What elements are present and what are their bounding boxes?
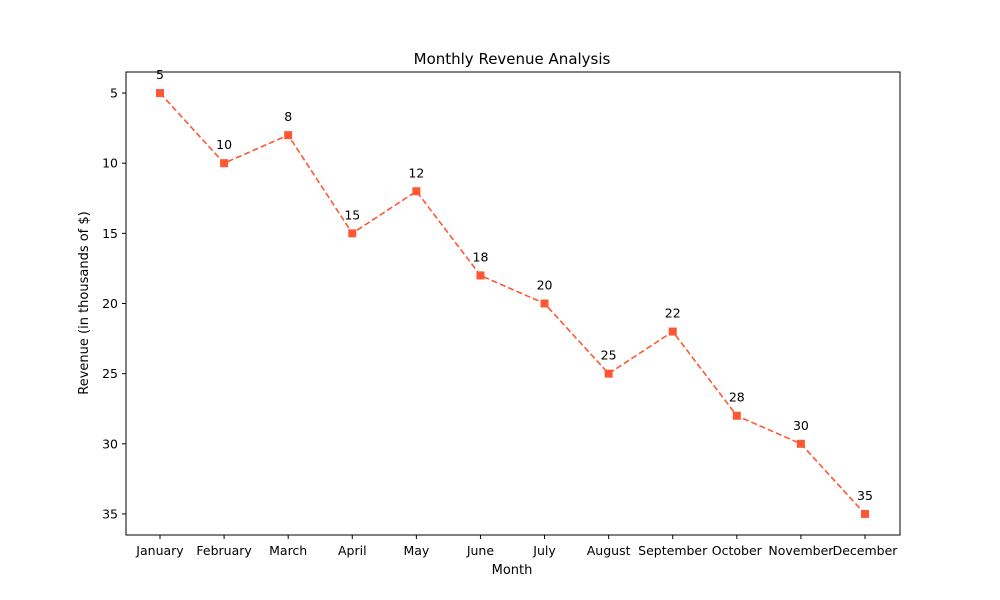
data-point bbox=[732, 411, 741, 420]
data-point bbox=[220, 159, 229, 168]
x-tick-label: September bbox=[638, 543, 708, 558]
x-tick-label: March bbox=[269, 543, 307, 558]
x-tick-label: October bbox=[712, 543, 763, 558]
x-tick-label: May bbox=[403, 543, 429, 558]
x-tick-label: June bbox=[466, 543, 495, 558]
data-point bbox=[412, 187, 421, 196]
data-point bbox=[796, 439, 805, 448]
plot-area: January February March April May June July Augu… bbox=[102, 67, 901, 558]
data-point bbox=[668, 327, 677, 336]
data-label: 5 bbox=[156, 67, 164, 82]
data-point bbox=[156, 89, 164, 98]
y-tick-label: 20 bbox=[102, 296, 118, 311]
data-label: 30 bbox=[793, 418, 809, 433]
x-tick-label: November bbox=[768, 543, 834, 558]
data-label: 8 bbox=[284, 109, 292, 124]
y-tick-label: 5 bbox=[110, 86, 118, 101]
x-tick-label: January bbox=[135, 543, 184, 558]
x-tick-label: April bbox=[338, 543, 367, 558]
data-label: 15 bbox=[344, 207, 360, 222]
data-point bbox=[604, 369, 613, 378]
x-tick-label: July bbox=[532, 543, 556, 558]
series-line bbox=[159, 92, 866, 515]
data-label: 25 bbox=[601, 348, 617, 363]
y-tick-label: 30 bbox=[102, 436, 118, 451]
x-tick-label: February bbox=[196, 543, 252, 558]
data-point bbox=[540, 299, 549, 308]
data-point bbox=[861, 509, 869, 518]
data-point bbox=[284, 131, 293, 140]
x-axis-label: Month bbox=[492, 563, 533, 578]
data-label: 22 bbox=[665, 306, 681, 321]
x-tick-label: August bbox=[587, 543, 631, 558]
y-tick-label: 15 bbox=[102, 226, 118, 241]
data-label: 18 bbox=[473, 249, 489, 264]
y-tick-label: 10 bbox=[102, 156, 118, 171]
data-label: 10 bbox=[216, 137, 232, 152]
data-label: 20 bbox=[537, 278, 553, 293]
plot-frame bbox=[125, 71, 901, 536]
data-point bbox=[348, 229, 357, 238]
chart-title: Monthly Revenue Analysis bbox=[414, 50, 611, 68]
data-label: 35 bbox=[857, 488, 873, 503]
y-tick-label: 35 bbox=[102, 506, 118, 521]
y-axis-label: Revenue (in thousands of $) bbox=[77, 211, 92, 394]
data-label: 12 bbox=[408, 165, 424, 180]
data-label: 28 bbox=[729, 390, 745, 405]
y-tick-label: 25 bbox=[102, 366, 118, 381]
data-point bbox=[476, 271, 485, 280]
x-tick-label: December bbox=[833, 543, 899, 558]
